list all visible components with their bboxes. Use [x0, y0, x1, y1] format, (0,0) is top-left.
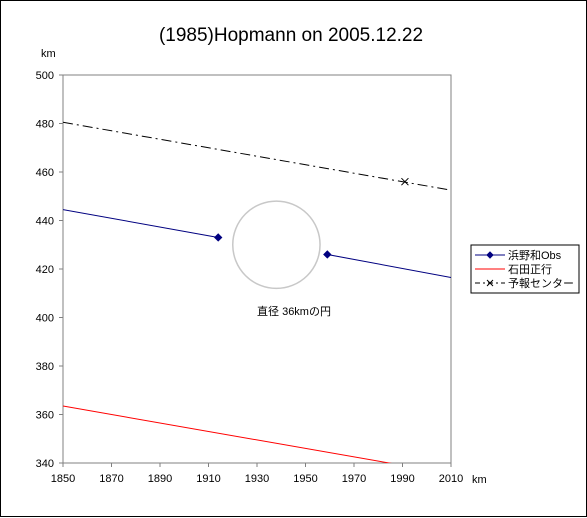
- y-tick-label: 340: [36, 458, 54, 470]
- x-tick-label: 2010: [439, 473, 463, 485]
- y-tick-label: 460: [36, 167, 54, 179]
- series-line-segment: [63, 121, 451, 191]
- x-tick-label: 1930: [245, 473, 269, 485]
- reference-circle: [232, 200, 321, 290]
- x-tick-label: 1950: [293, 473, 317, 485]
- y-tick-label: 400: [36, 313, 54, 325]
- legend-label: 石田正行: [508, 263, 552, 276]
- plot-clip-group: [63, 121, 451, 463]
- legend-marker: [486, 279, 494, 287]
- x-tick-label: 1970: [342, 473, 366, 485]
- series-line-segment: [63, 405, 392, 463]
- y-tick-label: 480: [36, 119, 54, 131]
- series-line-segment: [63, 209, 219, 238]
- plot-area: [62, 74, 452, 464]
- legend-marker: [486, 251, 494, 259]
- chart-title: (1985)Hopmann on 2005.12.22: [159, 25, 423, 46]
- x-tick-label: 1890: [148, 473, 172, 485]
- y-tick-label: 360: [36, 410, 54, 422]
- legend-label: 浜野和Obs: [508, 249, 562, 262]
- data-point: [323, 250, 332, 259]
- x-tick-label: 1990: [390, 473, 414, 485]
- y-axis-unit-label: km: [41, 48, 56, 60]
- y-tick-label: 500: [36, 70, 54, 82]
- legend-label: 予報センター: [508, 277, 574, 290]
- y-tick-label: 440: [36, 216, 54, 228]
- data-point: [401, 177, 409, 186]
- series-line-segment: [327, 253, 451, 278]
- data-point: [213, 233, 223, 242]
- x-tick-label: 1870: [99, 473, 123, 485]
- x-tick-label: 1910: [196, 473, 220, 485]
- y-tick-label: 420: [36, 264, 54, 276]
- chart-marks: 1850 1870 1890 1910 1930 1950 1970 1990 2010 340 3…: [36, 70, 464, 485]
- x-axis-unit-label: km: [472, 474, 487, 486]
- y-tick-label: 380: [36, 361, 54, 373]
- x-tick-label: 1850: [51, 473, 75, 485]
- circle-annotation: 直径 36kmの円: [257, 304, 331, 318]
